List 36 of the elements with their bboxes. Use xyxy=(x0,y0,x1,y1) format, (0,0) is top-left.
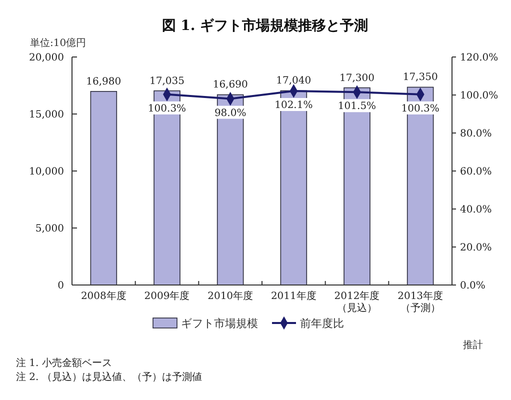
y2-tick-label: 40.0% xyxy=(460,204,492,216)
x-tick-label: 2009年度 xyxy=(144,290,190,302)
data-label: 17,300 xyxy=(340,72,374,84)
x-tick-label: 2013年度（予測） xyxy=(398,290,444,314)
data-label: 102.1% xyxy=(274,100,313,112)
y-tick-label: 0 xyxy=(58,280,64,292)
y2-tick-label: 100.0% xyxy=(460,90,498,102)
text: 注 1. 小売金額ベース xyxy=(16,357,112,369)
x-tick-label: 2011年度 xyxy=(270,290,316,302)
y2-tick-label: 120.0% xyxy=(460,52,498,64)
y2-tick-label: 80.0% xyxy=(460,128,492,140)
data-label: 101.5% xyxy=(338,101,376,112)
data-label: 100.3% xyxy=(148,103,186,114)
data-label: 100.3% xyxy=(401,103,440,114)
y-axis-title: 単位:10億円 xyxy=(30,37,86,49)
legend-label: ギフト市場規模 xyxy=(181,317,258,330)
y2-tick-label: 60.0% xyxy=(460,166,492,178)
y-tick-label: 10,000 xyxy=(29,166,64,178)
data-label: 17,350 xyxy=(402,72,438,84)
data-label: 17,040 xyxy=(276,76,312,87)
legend-label: 前年度比 xyxy=(300,317,344,330)
text: 推計 xyxy=(463,339,483,351)
x-tick-label: 2010年度 xyxy=(208,290,254,302)
data-label: 16,980 xyxy=(86,76,122,88)
text: 注 2. （見込）は見込値、（予）は予測値 xyxy=(16,371,202,383)
y2-tick-label: 20.0% xyxy=(460,242,492,254)
y2-tick-label: 0.0% xyxy=(460,280,486,292)
chart-title: 図 1. ギフト市場規模推移と予測 xyxy=(162,17,368,34)
y-tick-label: 5,000 xyxy=(35,224,64,234)
y-tick-label: 15,000 xyxy=(29,110,64,120)
data-label: 16,690 xyxy=(212,80,248,91)
data-label: 17,035 xyxy=(150,76,184,87)
x-tick-label: 2008年度 xyxy=(80,290,126,302)
x-tick-label: 2012年度（見込） xyxy=(334,290,380,314)
y-tick-label: 20,000 xyxy=(29,52,64,64)
data-label: 98.0% xyxy=(214,108,246,119)
